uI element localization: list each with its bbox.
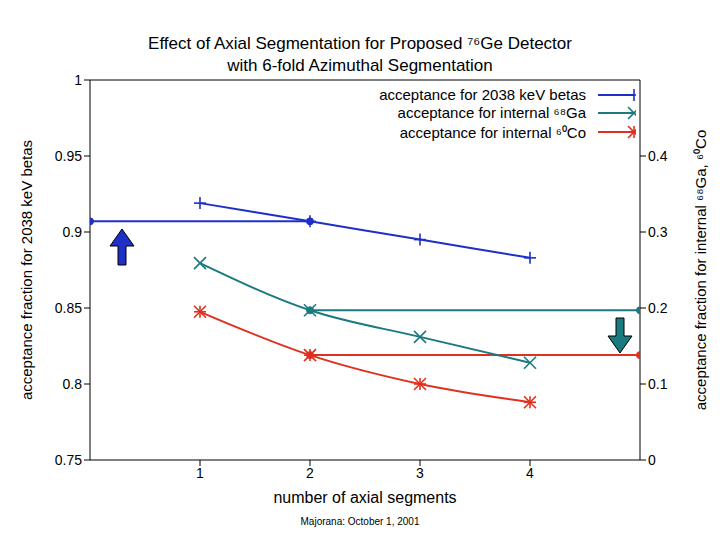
svg-text:0.8: 0.8 bbox=[63, 376, 83, 392]
svg-text:0.85: 0.85 bbox=[55, 300, 82, 316]
html-text:number of axial segments: number of axial segments bbox=[273, 489, 457, 506]
html-text:with 6-fold Azimuthal Segmenta: with 6-fold Azimuthal Segmentation bbox=[227, 56, 493, 75]
svg-text:1: 1 bbox=[196, 465, 204, 481]
svg-text:0.9: 0.9 bbox=[63, 224, 83, 240]
svg-text:4: 4 bbox=[526, 465, 534, 481]
svg-text:2: 2 bbox=[306, 465, 314, 481]
svg-text:0.4: 0.4 bbox=[648, 148, 668, 164]
html-text:Majorana: October 1, 2001: Majorana: October 1, 2001 bbox=[300, 515, 420, 527]
html-text:acceptance fraction for 2038 k: acceptance fraction for 2038 keV betas bbox=[17, 139, 35, 401]
svg-text:0: 0 bbox=[648, 452, 656, 468]
svg-text:0.75: 0.75 bbox=[55, 452, 82, 468]
html-text:acceptance for internal ⁶⁰Co: acceptance for internal ⁶⁰Co bbox=[399, 124, 586, 141]
svg-text:0.1: 0.1 bbox=[648, 376, 668, 392]
svg-text:0.95: 0.95 bbox=[55, 148, 82, 164]
svg-text:1: 1 bbox=[74, 72, 82, 88]
html-text:acceptance for internal ⁶⁸Ga: acceptance for internal ⁶⁸Ga bbox=[397, 104, 586, 121]
svg-text:0.2: 0.2 bbox=[648, 300, 668, 316]
html-text:Effect of Axial Segmentation f: Effect of Axial Segmentation for Propose… bbox=[148, 34, 572, 53]
svg-text:0.3: 0.3 bbox=[648, 224, 668, 240]
svg-text:3: 3 bbox=[416, 465, 424, 481]
html-text:acceptance for 2038 keV betas: acceptance for 2038 keV betas bbox=[379, 86, 586, 103]
html-text:acceptance fraction for intern: acceptance fraction for internal ⁶⁸Ga, ⁶… bbox=[692, 129, 709, 411]
